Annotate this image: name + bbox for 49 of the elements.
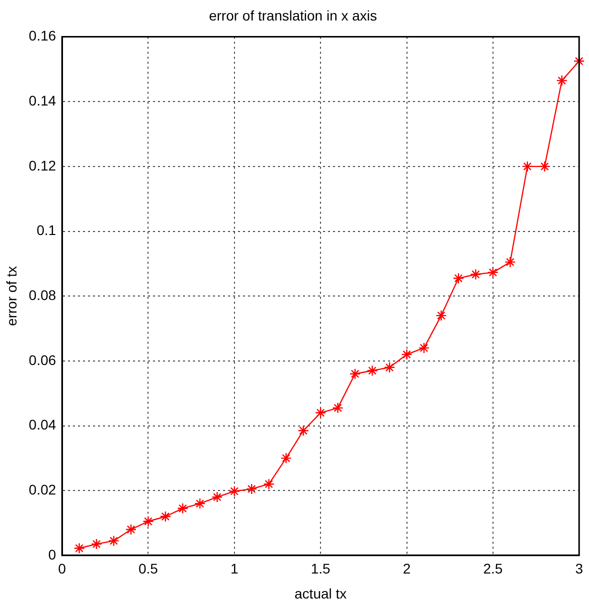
point [504, 256, 516, 268]
point [401, 348, 412, 360]
y-tick-label: 0.14 [28, 92, 56, 108]
x-tick-label: 0.5 [138, 560, 158, 577]
point [539, 160, 550, 172]
point [108, 535, 120, 546]
point [177, 502, 188, 514]
point [556, 74, 568, 86]
y-tick-label: 0.02 [28, 481, 56, 498]
y-tick-label: 0.1 [36, 222, 56, 238]
y-axis-title: error of tx [3, 266, 20, 326]
x-tick-label: 0 [58, 560, 66, 577]
x-tick-label: 1 [230, 560, 239, 577]
point [574, 56, 585, 67]
y-tick-label: 0.12 [28, 157, 56, 174]
point [90, 538, 102, 550]
y-tick-label: 0.04 [28, 416, 56, 433]
point [314, 407, 326, 418]
y-tick-label: 0.06 [28, 352, 56, 368]
point [487, 266, 499, 278]
chart-title: error of translation in x axis [208, 7, 378, 24]
point [160, 510, 172, 522]
point [142, 516, 154, 527]
point [228, 486, 240, 497]
x-axis-title: actual tx [294, 585, 347, 602]
point [470, 268, 482, 280]
point [194, 498, 206, 510]
point [436, 310, 447, 322]
point [263, 478, 274, 490]
point [298, 425, 309, 436]
point [280, 452, 292, 464]
point [452, 272, 464, 284]
x-tick-label: 2.5 [483, 560, 503, 577]
point [366, 365, 378, 376]
point [418, 342, 430, 354]
y-tick-label: 0 [48, 546, 56, 562]
point [74, 542, 85, 554]
point [522, 160, 533, 172]
point [212, 491, 223, 503]
x-tick-label: 2 [402, 560, 411, 577]
point [384, 362, 396, 374]
y-tick-label: 0.08 [28, 286, 56, 303]
point [246, 483, 258, 495]
point [125, 524, 137, 536]
point [332, 402, 344, 414]
x-tick-label: 3 [575, 560, 584, 577]
y-tick-label: 0.16 [28, 28, 56, 44]
x-tick-label: 1.5 [310, 560, 331, 577]
point [349, 368, 361, 380]
